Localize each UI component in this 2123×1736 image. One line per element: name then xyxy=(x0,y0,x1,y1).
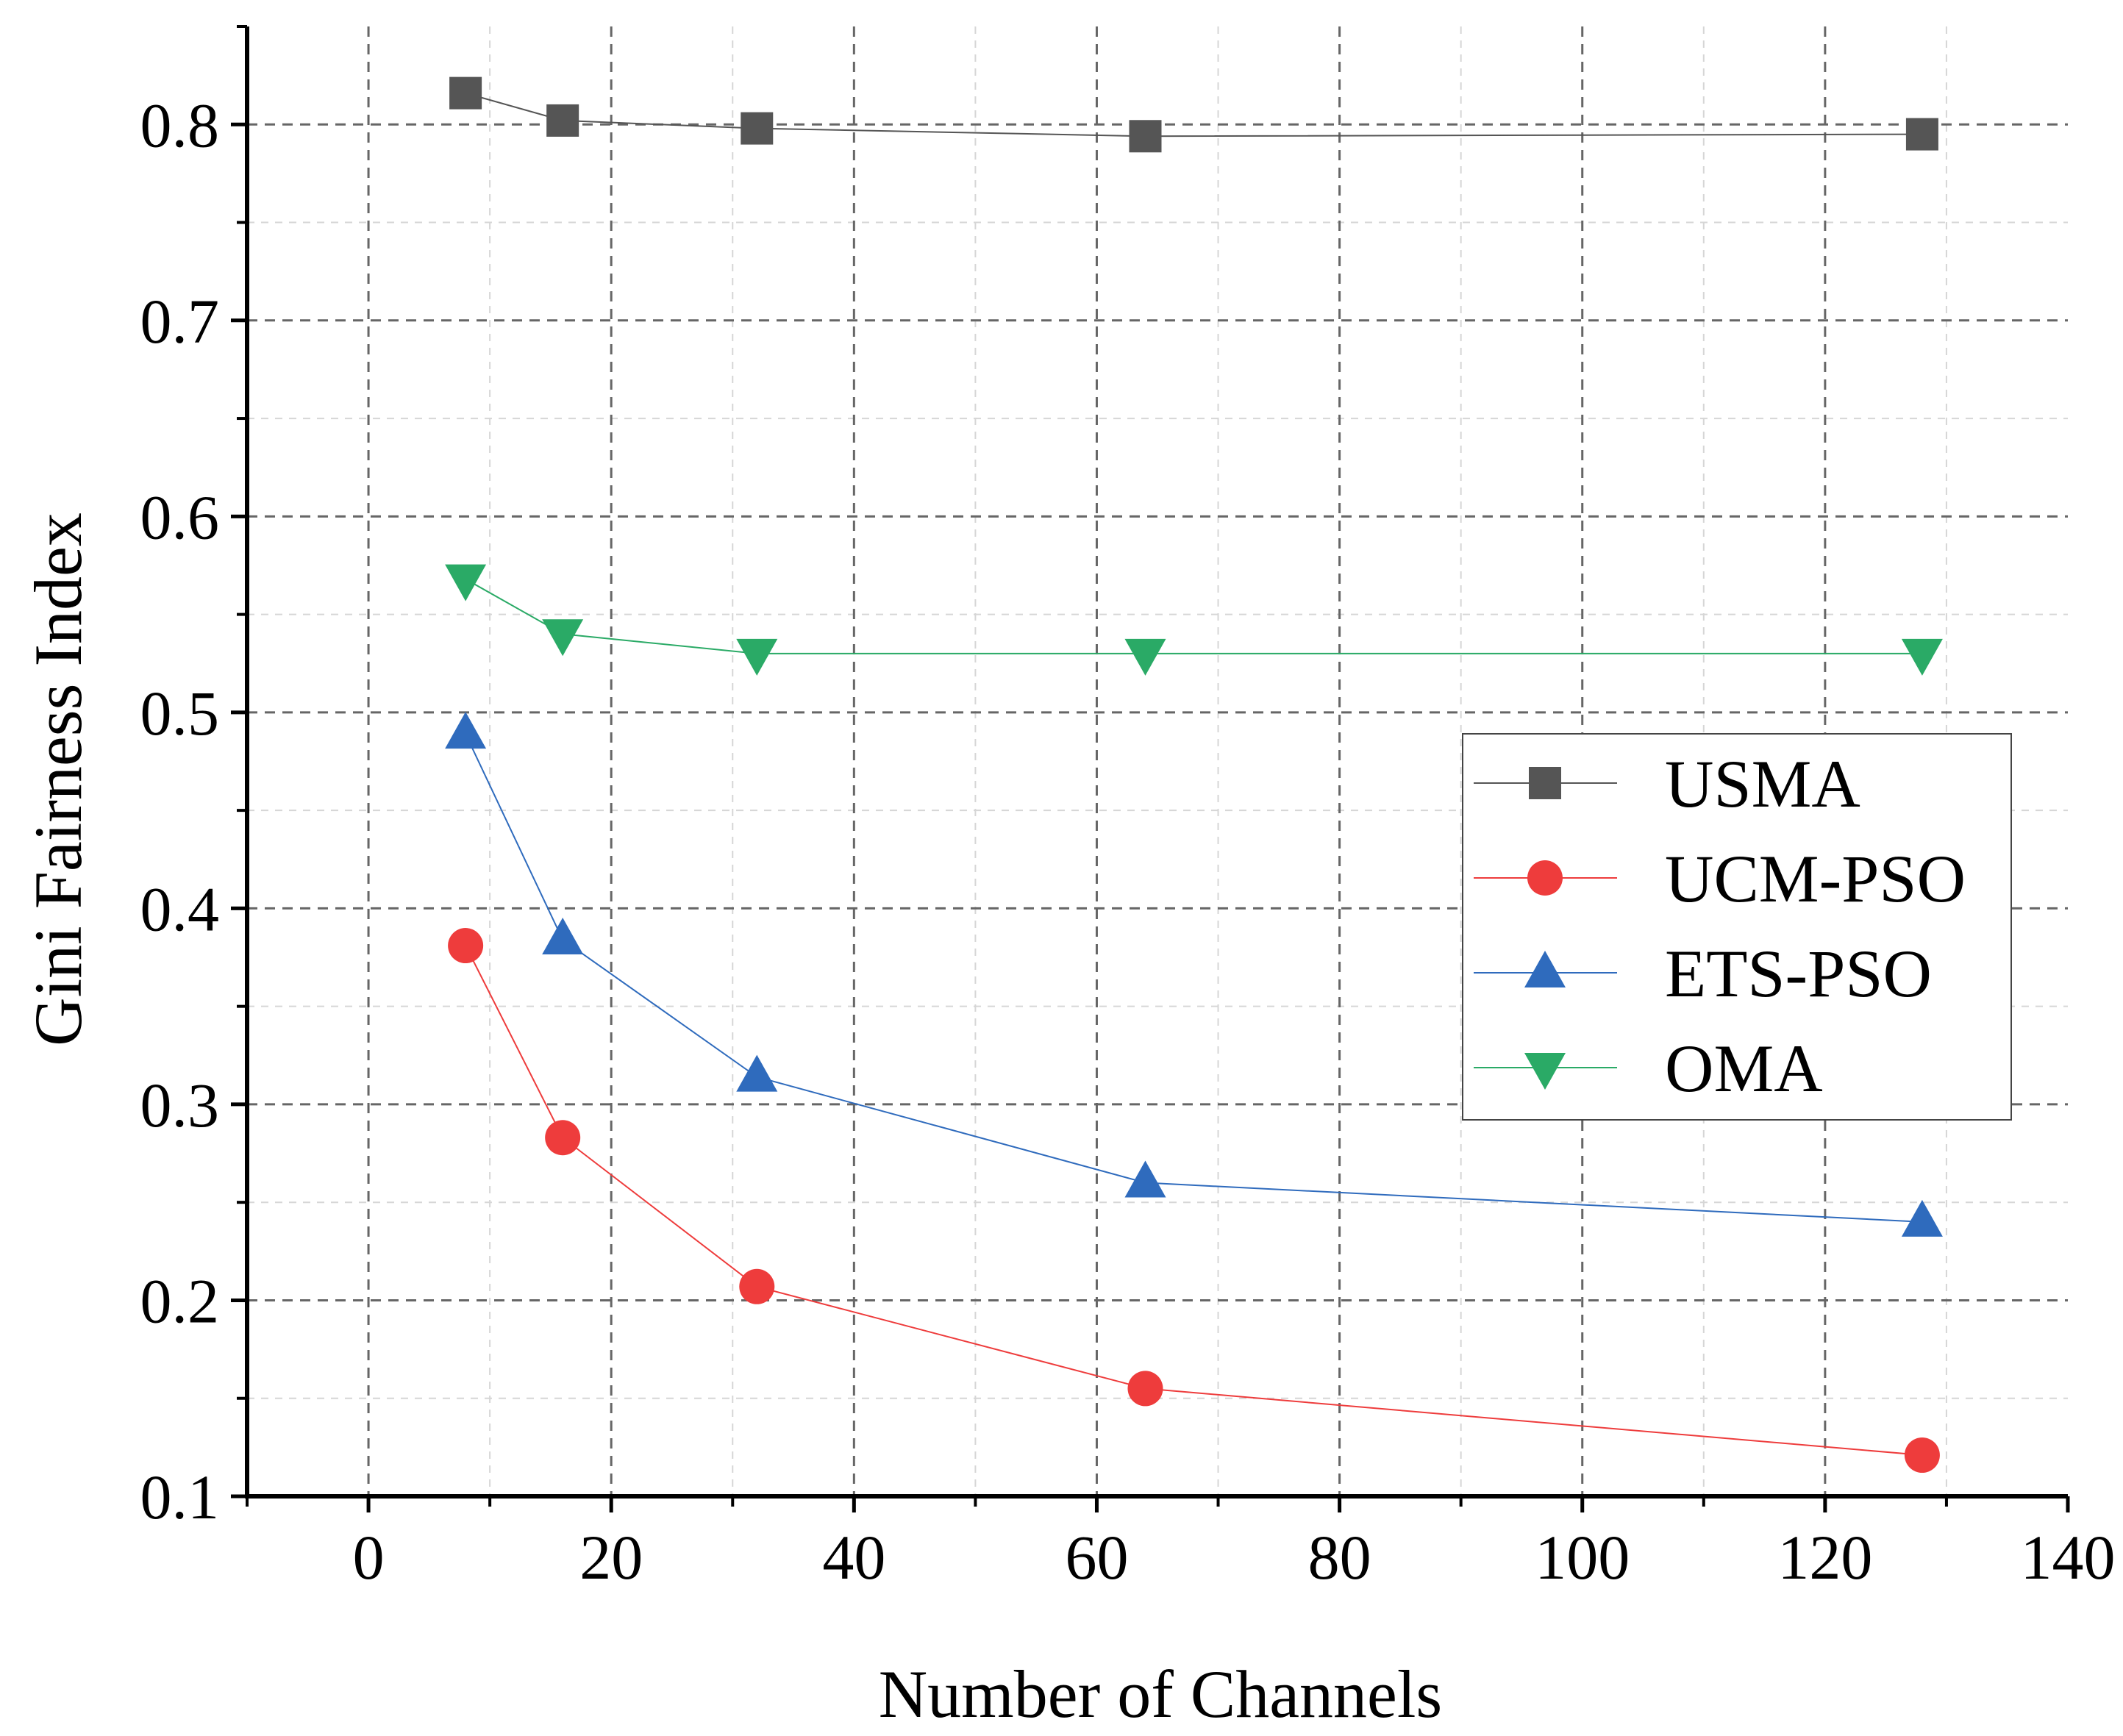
axes xyxy=(231,25,2070,1512)
y-axis-title: Gini Fairness Index xyxy=(21,512,96,1046)
data-point-ets-pso xyxy=(1124,1160,1166,1198)
y-tick-label: 0.1 xyxy=(140,1462,220,1532)
y-tick-label: 0.3 xyxy=(140,1070,220,1140)
data-point-usma xyxy=(449,76,482,110)
major-gridlines xyxy=(247,26,2068,1496)
y-tick-label: 0.6 xyxy=(140,482,220,552)
x-tick-label: 80 xyxy=(1308,1522,1371,1593)
data-point-ucm-pso xyxy=(1127,1371,1163,1407)
x-tick-label: 100 xyxy=(1535,1522,1630,1593)
legend-marker-usma xyxy=(1529,767,1561,799)
legend-marker-oma xyxy=(1524,1053,1566,1090)
x-tick-label: 0 xyxy=(353,1522,385,1593)
data-point-usma xyxy=(1905,118,1938,151)
data-point-ets-pso xyxy=(1901,1199,1943,1237)
y-tick-label: 0.5 xyxy=(140,678,220,749)
x-axis-title: Number of Channels xyxy=(879,1657,1443,1732)
data-point-oma xyxy=(1124,638,1166,676)
legend-label-oma: OMA xyxy=(1665,1031,1823,1106)
data-point-oma xyxy=(736,638,778,676)
data-point-ucm-pso xyxy=(545,1120,581,1156)
legend-label-usma: USMA xyxy=(1665,746,1860,821)
y-tick-label: 0.4 xyxy=(140,874,220,944)
data-point-usma xyxy=(546,104,579,137)
data-point-oma xyxy=(542,619,584,657)
y-tick-label: 0.7 xyxy=(140,286,220,357)
legend-label-ets-pso: ETS-PSO xyxy=(1665,936,1932,1011)
legend-marker-ucm-pso xyxy=(1527,860,1563,896)
data-point-ets-pso xyxy=(736,1054,778,1092)
x-tick-label: 140 xyxy=(2021,1522,2116,1593)
tick-labels: 0 20 40 60 80 100 120 140 0.1 0.2 0.3 0.4 0.5 0.6 0.7 0… xyxy=(140,90,2116,1593)
x-tick-label: 40 xyxy=(822,1522,885,1593)
data-point-ets-pso xyxy=(445,712,487,749)
legend: USMA UCM-PSO ETS-PSO OMA xyxy=(1462,733,2012,1121)
y-tick-label: 0.2 xyxy=(140,1265,220,1336)
data-point-ets-pso xyxy=(542,918,584,955)
y-tick-label: 0.8 xyxy=(140,90,220,160)
data-point-ucm-pso xyxy=(739,1268,775,1304)
x-tick-label: 120 xyxy=(1777,1522,1872,1593)
data-point-oma xyxy=(445,564,487,601)
x-tick-label: 60 xyxy=(1065,1522,1128,1593)
legend-label-ucm-pso: UCM-PSO xyxy=(1665,841,1966,916)
x-tick-label: 20 xyxy=(579,1522,643,1593)
series-markers xyxy=(445,76,1943,1474)
legend-marker-ets-pso xyxy=(1524,951,1566,987)
data-point-usma xyxy=(741,112,774,145)
data-point-usma xyxy=(1129,120,1162,153)
data-point-ucm-pso xyxy=(1904,1437,1940,1474)
data-point-oma xyxy=(1901,638,1943,676)
data-point-ucm-pso xyxy=(448,928,484,964)
